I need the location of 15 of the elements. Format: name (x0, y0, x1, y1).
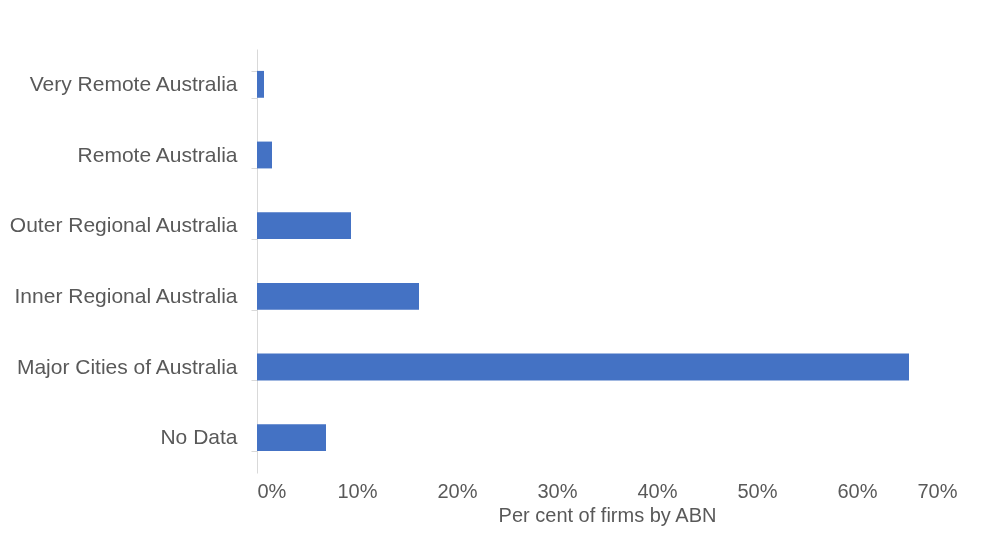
x-tick-label: 30% (537, 479, 578, 502)
y-tick-label: No Data (160, 425, 238, 449)
x-tick-label: 0% (257, 479, 287, 502)
y-tick-label: Outer Regional Australia (9, 213, 238, 237)
x-tick-label: 60% (837, 479, 878, 502)
x-tick-label: 70% (917, 479, 958, 502)
y-tick-label: Remote Australia (77, 142, 238, 166)
y-tick-label: Major Cities of Australia (16, 354, 238, 378)
x-tick-label: 20% (437, 479, 478, 502)
x-tick-label: 40% (637, 479, 678, 502)
x-tick-label: 50% (737, 479, 778, 502)
y-tick-label: Very Remote Australia (29, 71, 238, 95)
x-axis-title: Per cent of firms by ABN (498, 503, 717, 526)
x-tick-label: 10% (337, 479, 378, 502)
y-tick-label: Inner Regional Australia (14, 283, 238, 307)
